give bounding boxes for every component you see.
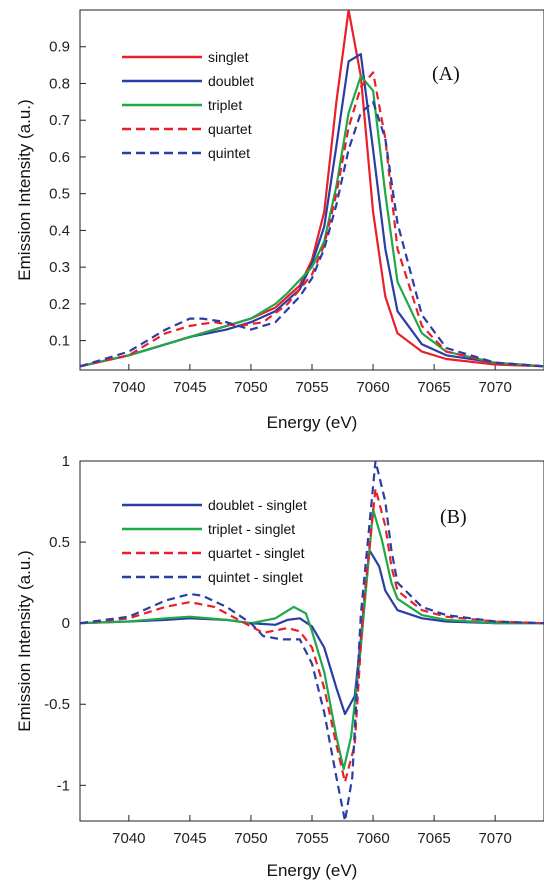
legend-entry-label: triplet (208, 97, 242, 113)
y-tick-label: -1 (57, 777, 70, 794)
y-tick-label: 0.9 (49, 39, 70, 56)
legend-entry-label: quartet (208, 121, 252, 137)
y-tick-label: 0.2 (49, 296, 70, 313)
y-tick-label: 0.5 (49, 534, 70, 551)
series-line-quintet-minus-singlet (80, 461, 544, 821)
y-tick-label: 0.8 (49, 75, 70, 92)
x-tick-label: 7065 (417, 830, 450, 847)
y-tick-label: 0 (62, 615, 70, 632)
series-line-quintet (80, 100, 544, 368)
panel-a-label: (A) (432, 63, 460, 85)
x-tick-label: 7050 (234, 379, 267, 396)
panel-b-x-axis-label: Energy (eV) (267, 861, 358, 880)
panel-b-label: (B) (440, 506, 467, 528)
panel-b-plot-frame (79, 460, 544, 822)
y-tick-label: 0.7 (49, 112, 70, 129)
legend-entry-label: doublet - singlet (208, 497, 307, 513)
series-line-triplet-minus-singlet (80, 508, 544, 771)
x-tick-label: 7065 (417, 379, 450, 396)
series-line-quartet (80, 71, 544, 368)
panel-a-y-axis-label: Emission Intensity (a.u.) (15, 99, 34, 280)
y-tick-label: 0.6 (49, 149, 70, 166)
x-tick-label: 7040 (112, 830, 145, 847)
x-tick-label: 7040 (112, 379, 145, 396)
y-tick-label: 0.1 (49, 333, 70, 350)
y-tick-label: -0.5 (44, 696, 70, 713)
panel-b-legend: doublet - singlet triplet - singlet quarte… (122, 497, 307, 585)
x-tick-label: 7060 (356, 830, 389, 847)
legend-entry-label: singlet (208, 49, 249, 65)
y-tick-label: 0.3 (49, 259, 70, 276)
legend-entry-label: quintet - singlet (208, 569, 303, 585)
x-tick-label: 7070 (478, 379, 511, 396)
series-line-singlet (80, 10, 544, 368)
panel-b: 7040 7045 7050 7055 7060 7065 7070-1-0.500.51 … (15, 453, 544, 880)
series-line-quartet-minus-singlet (80, 487, 544, 784)
series-line-doublet (80, 52, 544, 368)
x-tick-label: 7045 (173, 830, 206, 847)
x-tick-label: 7055 (295, 379, 328, 396)
y-tick-label: 0.5 (49, 186, 70, 203)
y-tick-label: 1 (62, 453, 70, 470)
panel-a: 7040 7045 7050 7055 7060 7065 7070 0.1 0.2 0.3 0.4… (15, 9, 544, 432)
panel-a-legend: singlet doublet triplet quartet quintet (122, 49, 254, 161)
x-tick-label: 7060 (356, 379, 389, 396)
panel-b-y-axis-label: Emission Intensity (a.u.) (15, 550, 34, 731)
x-tick-label: 7045 (173, 379, 206, 396)
legend-entry-label: quintet (208, 145, 250, 161)
y-tick-label: 0.4 (49, 222, 70, 239)
series-line-triplet (80, 74, 544, 368)
x-tick-label: 7050 (234, 830, 267, 847)
x-tick-label: 7055 (295, 830, 328, 847)
legend-entry-label: triplet - singlet (208, 521, 295, 537)
panel-a-x-axis-label: Energy (eV) (267, 413, 358, 432)
panel-a-plot-frame (79, 9, 544, 371)
legend-entry-label: doublet (208, 73, 254, 89)
x-tick-label: 7070 (478, 830, 511, 847)
legend-entry-label: quartet - singlet (208, 545, 305, 561)
